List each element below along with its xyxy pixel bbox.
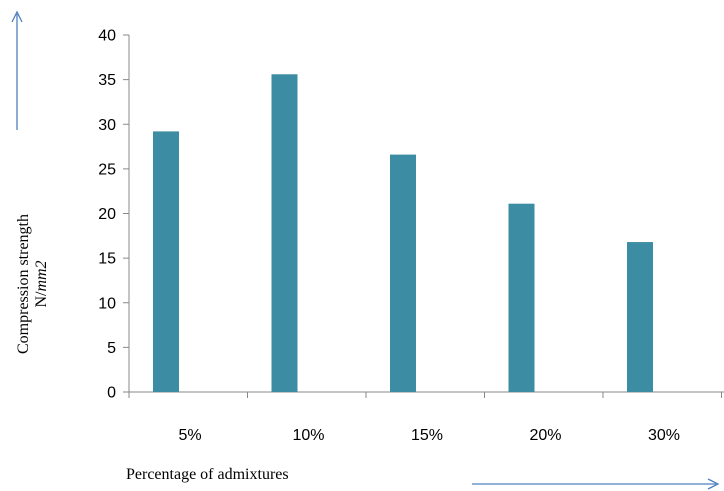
- y-tick-label: 35: [98, 72, 116, 89]
- bar-30pct: [627, 242, 653, 392]
- x-axis-title: Percentage of admixtures: [126, 466, 289, 483]
- bar-20pct: [508, 203, 535, 392]
- y-axis-arrow: [11, 10, 23, 130]
- x-axis-arrow: [472, 478, 720, 490]
- x-tick-label: 20%: [529, 427, 561, 444]
- y-tick-label: 30: [98, 117, 116, 134]
- y-axis-title-line2: N/mm2: [33, 260, 50, 307]
- x-tick-label: 30%: [648, 427, 680, 444]
- y-tick-label: 5: [107, 340, 116, 357]
- y-tick-label: 10: [98, 295, 116, 312]
- y-axis-title-line1: Compression strength: [15, 214, 32, 354]
- y-tick-label: 25: [98, 161, 116, 178]
- x-tick-label: 10%: [292, 427, 324, 444]
- y-tick-label: 0: [107, 385, 116, 402]
- plot-area: 0 5 10 15 20 25 30 35 40 5% 10% 15% 20% 30%: [98, 28, 724, 444]
- y-tick-label: 40: [98, 28, 116, 45]
- bar-15pct: [390, 154, 416, 392]
- y-tick-label: 20: [98, 206, 116, 223]
- y-axis-unit-mm2: mm2: [33, 260, 50, 291]
- x-tick-label: 5%: [178, 427, 201, 444]
- bar-5pct: [153, 131, 179, 392]
- x-tick-label: 15%: [411, 427, 443, 444]
- y-tick-label: 15: [98, 251, 116, 268]
- bar-10pct: [271, 74, 298, 393]
